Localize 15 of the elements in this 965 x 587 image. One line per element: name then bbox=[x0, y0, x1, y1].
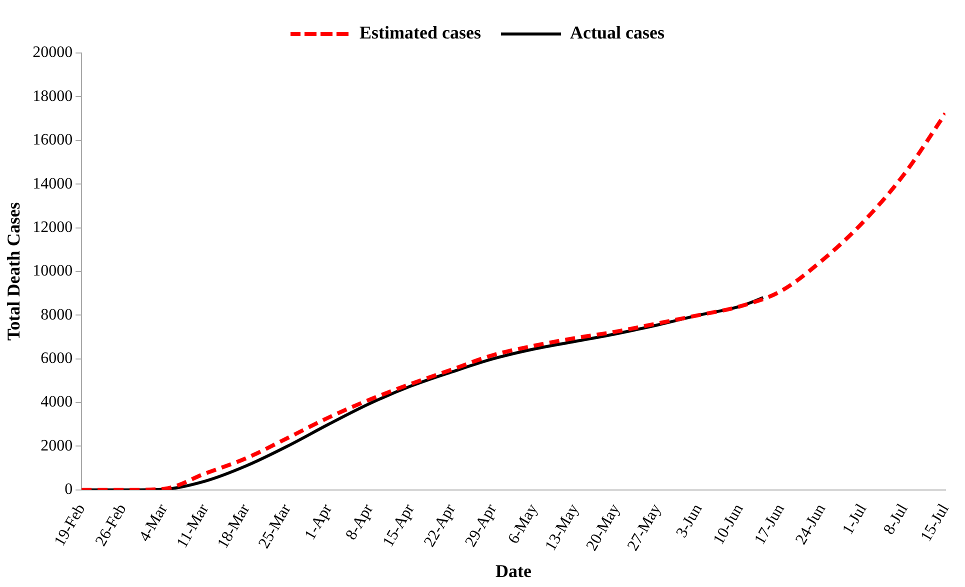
x-axis-title: Date bbox=[495, 560, 532, 581]
y-tick-label: 0 bbox=[64, 481, 73, 498]
y-tick-label: 14000 bbox=[32, 175, 73, 192]
y-tick-label: 16000 bbox=[32, 132, 73, 149]
legend-label: Actual cases bbox=[570, 22, 664, 43]
y-tick-label: 10000 bbox=[32, 262, 73, 280]
y-axis-title: Total Death Cases bbox=[3, 202, 24, 341]
y-tick-label: 6000 bbox=[40, 350, 73, 368]
y-tick-label: 12000 bbox=[32, 218, 73, 236]
y-tick-label: 4000 bbox=[40, 394, 73, 411]
y-tick-label: 2000 bbox=[40, 437, 73, 454]
y-tick-label: 20000 bbox=[32, 44, 73, 62]
legend-label: Estimated cases bbox=[360, 22, 481, 43]
y-tick-label: 18000 bbox=[32, 88, 73, 105]
y-tick-label: 8000 bbox=[40, 306, 73, 324]
